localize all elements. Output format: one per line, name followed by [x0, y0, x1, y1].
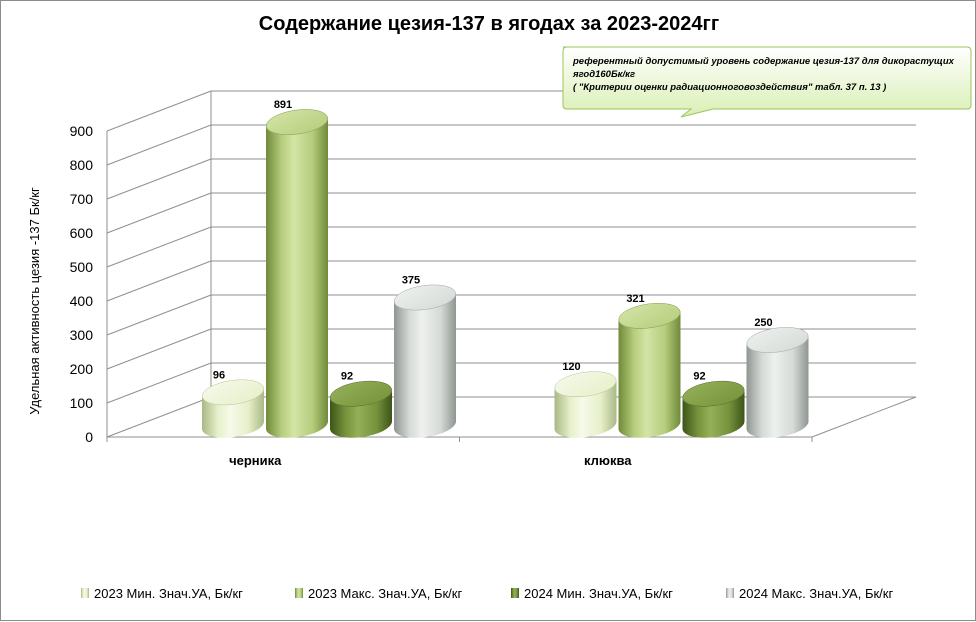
legend: 2023 Мин. Знач.УА, Бк/кг 2023 Макс. Знач.…	[81, 586, 893, 601]
gridline-side	[106, 158, 212, 200]
category-label: черника	[229, 453, 282, 468]
bar-body	[618, 311, 681, 438]
bar	[554, 371, 617, 438]
data-label: 250	[754, 317, 772, 329]
gridline-side	[106, 328, 212, 370]
labels-layer: 96 891 92 375 120 321 92 250	[213, 99, 773, 383]
legend-swatch	[726, 588, 734, 598]
chart-title: Содержание цезия-137 в ягодах за 2023-20…	[259, 13, 719, 35]
gridline-side	[106, 362, 212, 404]
bar	[618, 303, 681, 438]
bar-body	[746, 336, 809, 438]
legend-item: 2024 Мин. Знач.УА, Бк/кг	[511, 586, 673, 601]
gridline-side	[106, 226, 212, 268]
bar-top	[554, 371, 617, 398]
bar-top	[202, 379, 264, 406]
bar	[266, 109, 329, 438]
y-tick-label: 200	[70, 361, 94, 377]
data-label: 92	[693, 371, 705, 383]
legend-item: 2024 Макс. Знач.УА, Бк/кг	[726, 586, 893, 601]
bar	[394, 284, 457, 438]
legend-item: 2023 Мин. Знач.УА, Бк/кг	[81, 586, 243, 601]
y-tick-label: 100	[70, 395, 94, 411]
legend-item: 2023 Макс. Знач.УА, Бк/кг	[295, 586, 462, 601]
y-tick-label: 500	[70, 259, 94, 275]
gridline-side	[106, 90, 212, 132]
bar-top	[330, 380, 392, 407]
y-tick-label: 900	[70, 123, 94, 139]
y-tick-label: 800	[70, 157, 94, 173]
legend-label: 2024 Макс. Знач.УА, Бк/кг	[739, 586, 893, 601]
y-tick-label: 400	[70, 293, 94, 309]
gridline-side	[106, 260, 212, 302]
bar-top	[746, 327, 809, 353]
gridline-side	[106, 124, 212, 166]
floor-right-edge	[811, 396, 917, 438]
data-label: 92	[341, 371, 353, 383]
data-label: 120	[562, 361, 580, 373]
bar-body	[330, 389, 393, 438]
category-label: клюква	[584, 453, 632, 468]
y-tick-label: 600	[70, 225, 94, 241]
bar-body	[554, 380, 617, 438]
bar-top	[682, 380, 745, 407]
bar-body	[266, 118, 329, 438]
legend-label: 2023 Макс. Знач.УА, Бк/кг	[308, 586, 462, 601]
bar	[202, 379, 265, 438]
data-label: 96	[213, 369, 225, 381]
bars-layer	[202, 109, 809, 438]
bar-top	[394, 284, 456, 311]
y-axis-label: Удельная активность цезия -137 Бк/кг	[27, 187, 42, 415]
callout-box	[562, 46, 972, 118]
gridline-side	[106, 294, 212, 336]
data-label: 375	[402, 275, 420, 287]
gridline-side	[106, 396, 212, 438]
y-tick-label: 700	[70, 191, 94, 207]
legend-label: 2023 Мин. Знач.УА, Бк/кг	[94, 586, 243, 601]
legend-label: 2024 Мин. Знач.УА, Бк/кг	[524, 586, 673, 601]
axes-layer: 0 100 200 300 400 500 600 700 800 900 черника клюкв…	[70, 90, 917, 468]
y-tick-label: 300	[70, 327, 94, 343]
bar	[330, 380, 393, 438]
callout-line-1: референтный допустимый уровень содержани…	[572, 56, 955, 67]
bar-body	[394, 293, 457, 438]
callout-line-2: ягод160Бк/кг	[572, 69, 635, 80]
bar-top	[266, 109, 328, 135]
reference-callout: референтный допустимый уровень содержани…	[562, 46, 972, 118]
bar	[682, 380, 745, 438]
bar	[746, 327, 809, 438]
legend-swatch	[81, 588, 89, 598]
legend-swatch	[295, 588, 303, 598]
gridline-side	[106, 192, 212, 234]
bar-top	[618, 303, 681, 329]
y-tick-label: 0	[85, 429, 93, 445]
data-label: 891	[274, 99, 292, 111]
legend-swatch	[511, 588, 519, 598]
bar-body	[202, 388, 265, 438]
bar-body	[682, 389, 745, 438]
callout-line-3: ( "Критерии оценки радиационноговоздейст…	[573, 82, 886, 93]
data-label: 321	[626, 293, 644, 305]
